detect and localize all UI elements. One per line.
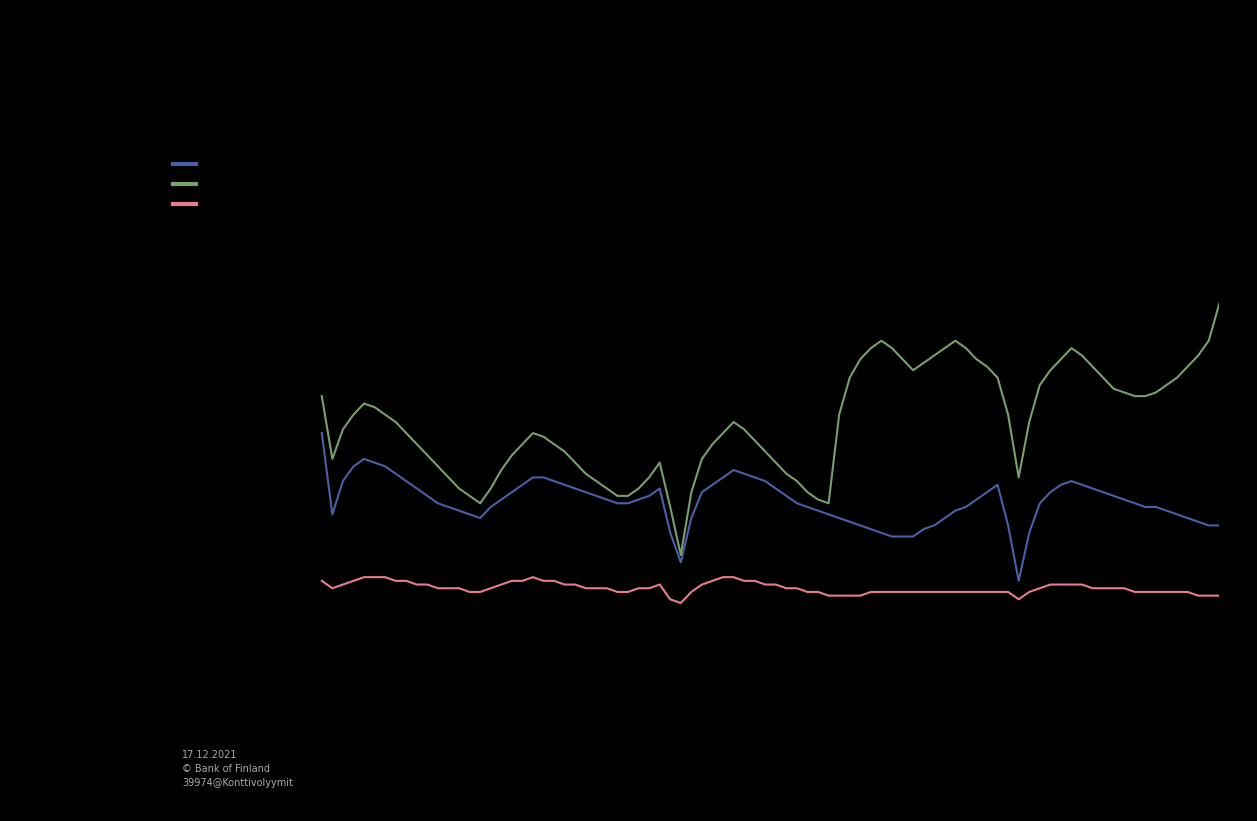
Legend: Asia → United States, Asia → Europe, Europe → United States: Asia → United States, Asia → Europe, Eur…: [168, 156, 337, 215]
Text: 17.12.2021
© Bank of Finland
39974@Konttivolyymit: 17.12.2021 © Bank of Finland 39974@Kontt…: [182, 750, 293, 788]
